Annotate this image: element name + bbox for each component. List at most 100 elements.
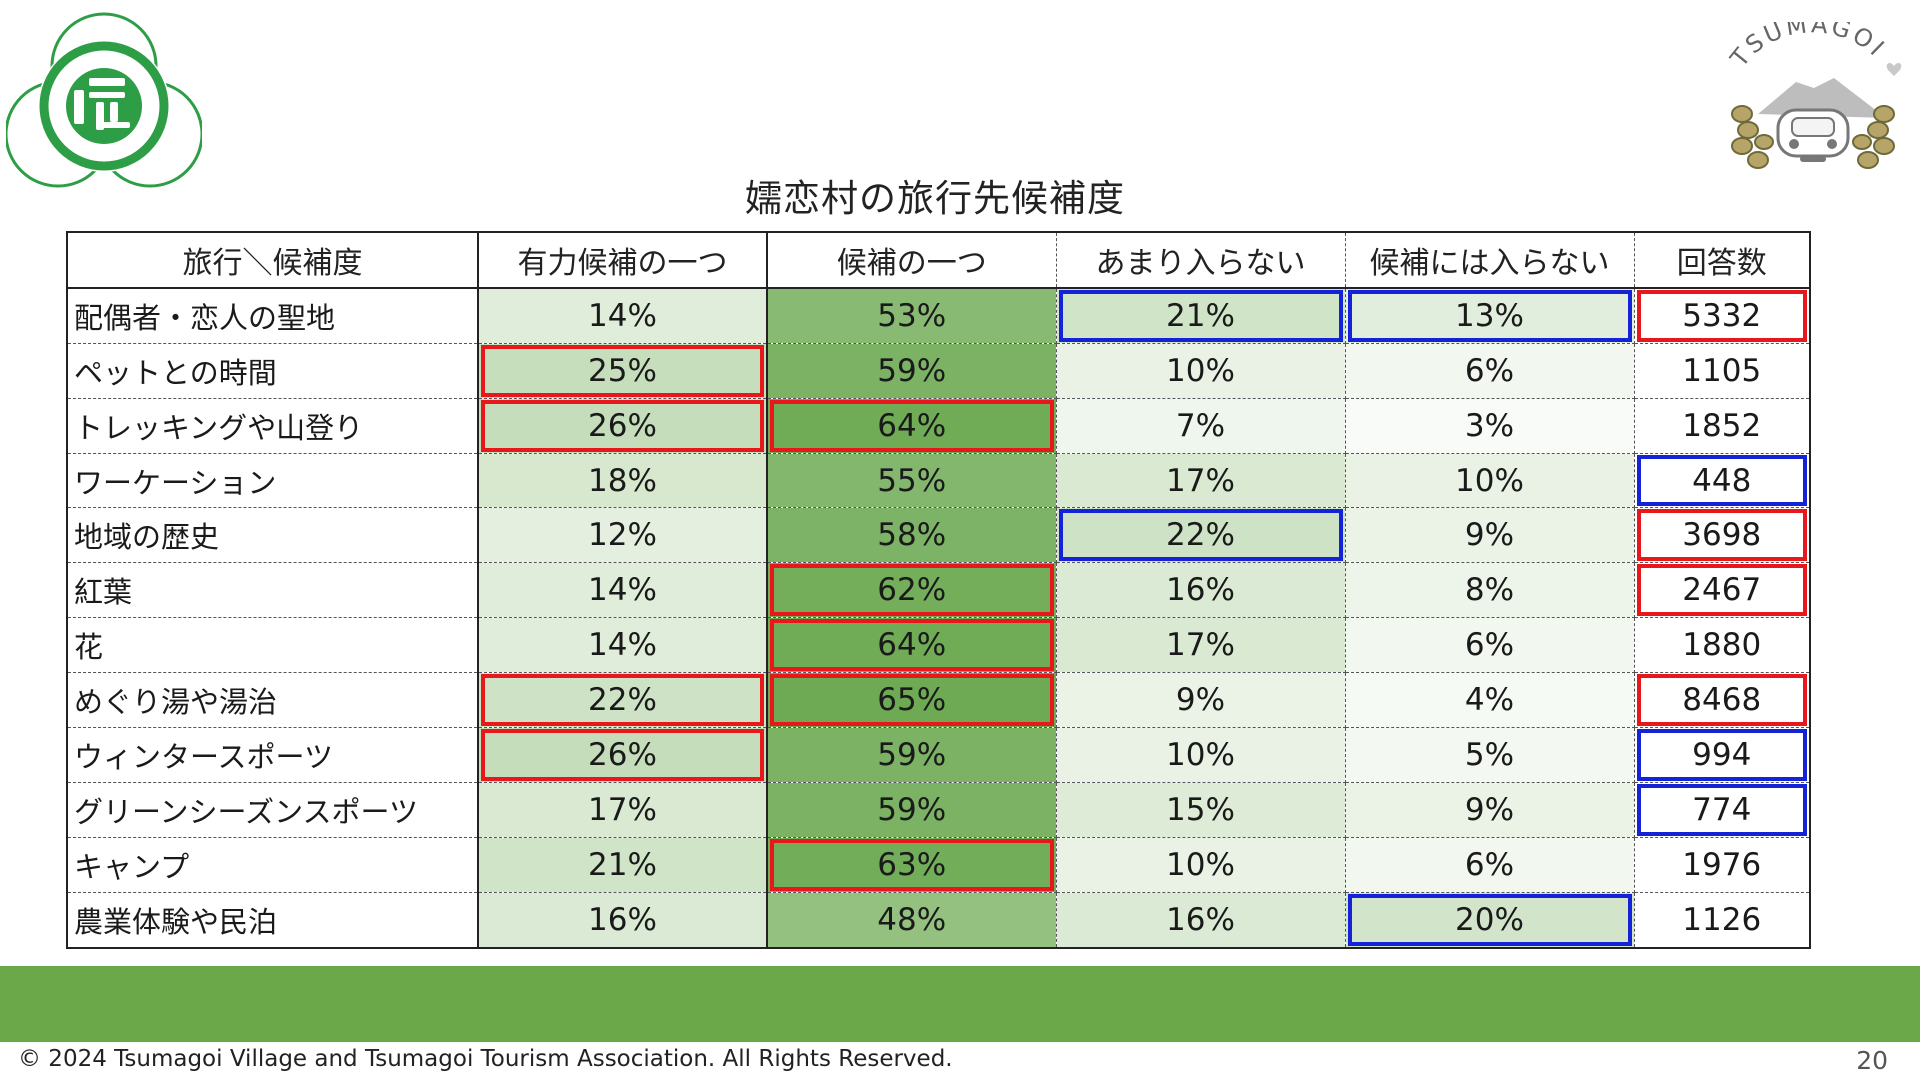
table-row: 配偶者・恋人の聖地 14% 53% 21% 13% 5332	[66, 286, 1811, 344]
table-row: ペットとの時間 25% 59% 10% 6% 1105	[66, 342, 1811, 399]
response-count-cell: 5332	[1633, 286, 1811, 344]
percent-cell: 6%	[1344, 836, 1635, 893]
percent-cell: 58%	[766, 507, 1057, 564]
page-number: 20	[1856, 1046, 1888, 1075]
table-row: 紅葉 14% 62% 16% 8% 2467	[66, 562, 1811, 619]
header-rarely: あまり入らない	[1055, 231, 1346, 289]
response-count-cell: 994	[1633, 727, 1811, 783]
percent-cell: 63%	[766, 836, 1057, 893]
table-row: ウィンタースポーツ 26% 59% 10% 5% 994	[66, 727, 1811, 783]
percent-cell: 14%	[477, 617, 768, 674]
percent-cell: 59%	[766, 781, 1057, 838]
percent-cell: 26%	[477, 727, 768, 783]
row-label: 紅葉	[66, 562, 479, 619]
response-count-cell: 2467	[1633, 562, 1811, 619]
table-row: トレッキングや山登り 26% 64% 7% 3% 1852	[66, 397, 1811, 454]
percent-cell: 53%	[766, 286, 1057, 344]
row-label: ウィンタースポーツ	[66, 727, 479, 783]
percent-cell: 20%	[1344, 891, 1635, 949]
row-label: キャンプ	[66, 836, 479, 893]
percent-cell: 14%	[477, 562, 768, 619]
percent-cell: 17%	[477, 781, 768, 838]
response-count-cell: 448	[1633, 452, 1811, 509]
table-row: めぐり湯や湯治 22% 65% 9% 4% 8468	[66, 672, 1811, 729]
table-row: グリーンシーズンスポーツ 17% 59% 15% 9% 774	[66, 781, 1811, 838]
percent-cell: 48%	[766, 891, 1057, 949]
response-count-cell: 1126	[1633, 891, 1811, 949]
row-label: めぐり湯や湯治	[66, 672, 479, 729]
header-not-candidate: 候補には入らない	[1344, 231, 1635, 289]
percent-cell: 59%	[766, 727, 1057, 783]
percent-cell: 6%	[1344, 617, 1635, 674]
response-count-cell: 1852	[1633, 397, 1811, 454]
percent-cell: 10%	[1055, 836, 1346, 893]
percent-cell: 5%	[1344, 727, 1635, 783]
percent-cell: 62%	[766, 562, 1057, 619]
percent-cell: 9%	[1344, 507, 1635, 564]
row-label: トレッキングや山登り	[66, 397, 479, 454]
percent-cell: 59%	[766, 342, 1057, 399]
table-row: ワーケーション 18% 55% 17% 10% 448	[66, 452, 1811, 509]
percent-cell: 64%	[766, 617, 1057, 674]
percent-cell: 7%	[1055, 397, 1346, 454]
percent-cell: 17%	[1055, 452, 1346, 509]
row-label: 農業体験や民泊	[66, 891, 479, 949]
response-count-cell: 1976	[1633, 836, 1811, 893]
percent-cell: 22%	[477, 672, 768, 729]
row-label: 花	[66, 617, 479, 674]
row-label: 配偶者・恋人の聖地	[66, 286, 479, 344]
percent-cell: 18%	[477, 452, 768, 509]
percent-cell: 55%	[766, 452, 1057, 509]
tsumagoi-brand-logo: TSUMAGOI	[1718, 10, 1908, 192]
percent-cell: 22%	[1055, 507, 1346, 564]
logo-text: TSUMAGOI	[1724, 10, 1888, 73]
percent-cell: 10%	[1055, 342, 1346, 399]
response-count-cell: 1880	[1633, 617, 1811, 674]
percent-cell: 10%	[1344, 452, 1635, 509]
response-count-cell: 3698	[1633, 507, 1811, 564]
percent-cell: 9%	[1055, 672, 1346, 729]
percent-cell: 65%	[766, 672, 1057, 729]
percent-cell: 13%	[1344, 286, 1635, 344]
percent-cell: 4%	[1344, 672, 1635, 729]
header-item: 旅行＼候補度	[66, 231, 479, 289]
row-label: ワーケーション	[66, 452, 479, 509]
response-count-cell: 774	[1633, 781, 1811, 838]
percent-cell: 9%	[1344, 781, 1635, 838]
header-candidate: 候補の一つ	[766, 231, 1057, 289]
row-label: グリーンシーズンスポーツ	[66, 781, 479, 838]
footer-green-band	[0, 966, 1920, 1042]
percent-cell: 26%	[477, 397, 768, 454]
table-row: 地域の歴史 12% 58% 22% 9% 3698	[66, 507, 1811, 564]
svg-text:TSUMAGOI: TSUMAGOI	[1724, 22, 1891, 73]
header-responses: 回答数	[1633, 231, 1811, 289]
percent-cell: 16%	[1055, 891, 1346, 949]
candidacy-table: 旅行＼候補度 有力候補の一つ 候補の一つ あまり入らない 候補には入らない 回答…	[66, 231, 1811, 949]
percent-cell: 14%	[477, 286, 768, 344]
percent-cell: 25%	[477, 342, 768, 399]
percent-cell: 15%	[1055, 781, 1346, 838]
percent-cell: 8%	[1344, 562, 1635, 619]
row-label: ペットとの時間	[66, 342, 479, 399]
slide-title: 嬬恋村の旅行先候補度	[745, 177, 1125, 220]
table-row: 農業体験や民泊 16% 48% 16% 20% 1126	[66, 891, 1811, 949]
header-strong-candidate: 有力候補の一つ	[477, 231, 768, 289]
percent-cell: 3%	[1344, 397, 1635, 454]
percent-cell: 12%	[477, 507, 768, 564]
table-header-row: 旅行＼候補度 有力候補の一つ 候補の一つ あまり入らない 候補には入らない 回答…	[66, 231, 1811, 289]
table-row: 花 14% 64% 17% 6% 1880	[66, 617, 1811, 674]
copyright-footer: © 2024 Tsumagoi Village and Tsumagoi Tou…	[18, 1046, 953, 1072]
response-count-cell: 8468	[1633, 672, 1811, 729]
percent-cell: 21%	[1055, 286, 1346, 344]
village-emblem-logo	[4, 6, 204, 202]
response-count-cell: 1105	[1633, 342, 1811, 399]
percent-cell: 16%	[477, 891, 768, 949]
percent-cell: 17%	[1055, 617, 1346, 674]
table-row: キャンプ 21% 63% 10% 6% 1976	[66, 836, 1811, 893]
row-label: 地域の歴史	[66, 507, 479, 564]
percent-cell: 6%	[1344, 342, 1635, 399]
percent-cell: 21%	[477, 836, 768, 893]
percent-cell: 64%	[766, 397, 1057, 454]
percent-cell: 10%	[1055, 727, 1346, 783]
percent-cell: 16%	[1055, 562, 1346, 619]
